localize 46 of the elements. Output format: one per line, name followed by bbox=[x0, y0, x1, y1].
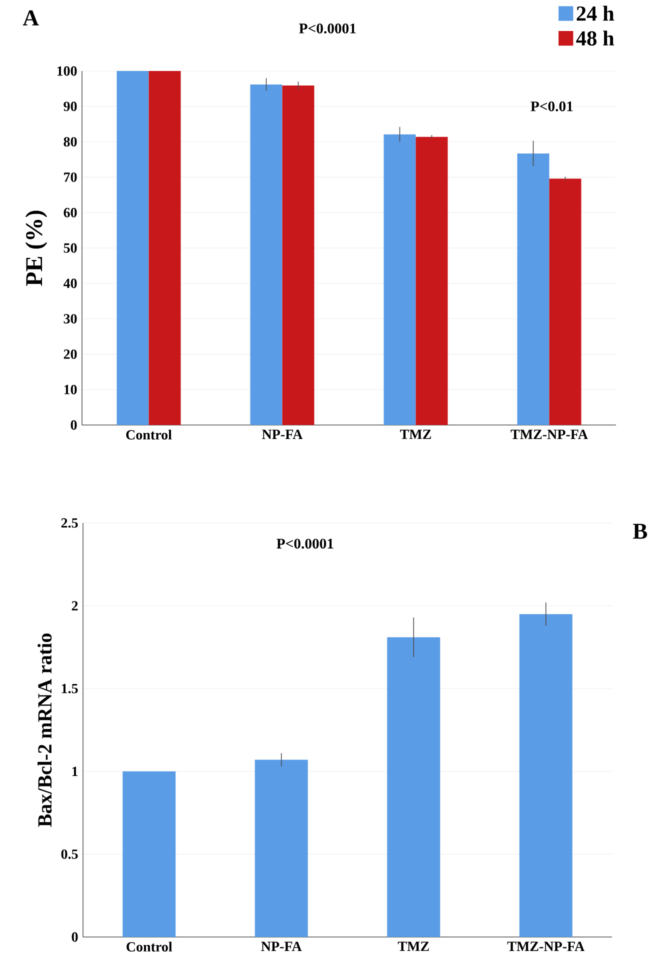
y-tick-label: 20 bbox=[64, 349, 77, 359]
bar bbox=[250, 84, 282, 425]
y-tick-label: 0 bbox=[70, 420, 77, 430]
x-tick-label: NP-FA bbox=[262, 430, 303, 439]
annotation: P<0.01 bbox=[530, 101, 573, 112]
x-tick-label: TMZ bbox=[400, 430, 431, 439]
text: A bbox=[22, 10, 39, 26]
y-tick-label: 30 bbox=[64, 314, 77, 324]
y-tick-label: 2.5 bbox=[61, 518, 78, 528]
y-tick-label: 90 bbox=[64, 102, 77, 112]
y-tick-label: 0.5 bbox=[61, 849, 78, 859]
bar bbox=[517, 153, 550, 425]
text: B bbox=[632, 524, 648, 539]
y-tick-label: 100 bbox=[57, 66, 77, 76]
annotation: P<0.0001 bbox=[276, 538, 334, 549]
y-tick-label: 60 bbox=[64, 208, 77, 218]
y-tick-label: 80 bbox=[64, 137, 77, 147]
bar bbox=[519, 614, 572, 937]
legend-label: 24 h bbox=[576, 6, 614, 21]
y-axis-title: Bax/Bcl-2 mRNA ratio bbox=[38, 634, 52, 827]
x-tick-label: Control bbox=[126, 430, 172, 440]
bar bbox=[549, 178, 582, 425]
bar bbox=[116, 70, 149, 425]
bar bbox=[254, 760, 308, 937]
y-tick-label: 40 bbox=[63, 278, 77, 288]
text: P<0.0001 bbox=[299, 24, 356, 34]
y-tick-label: 50 bbox=[64, 243, 77, 253]
bar bbox=[384, 134, 416, 425]
x-tick-label: NP-FA bbox=[261, 942, 302, 951]
x-tick-label: TMZ-NP-FA bbox=[510, 430, 588, 439]
y-tick-label: 2 bbox=[72, 601, 78, 610]
y-axis-title: PE (%) bbox=[25, 210, 48, 286]
bar bbox=[148, 70, 181, 425]
x-tick-label: Control bbox=[126, 942, 172, 952]
y-tick-label: 0 bbox=[72, 932, 78, 942]
y-tick-label: 70 bbox=[64, 172, 77, 182]
bar bbox=[282, 86, 314, 425]
legend-label: 48 h bbox=[576, 30, 614, 46]
x-tick-label: TMZ bbox=[398, 942, 429, 951]
x-tick-label: TMZ-NP-FA bbox=[507, 942, 584, 951]
bar bbox=[416, 136, 448, 425]
y-tick-label: 1 bbox=[72, 766, 78, 776]
y-tick-label: 1.5 bbox=[62, 684, 78, 694]
y-tick-label: 10 bbox=[64, 384, 77, 394]
bar bbox=[387, 637, 440, 937]
bar bbox=[122, 771, 176, 937]
